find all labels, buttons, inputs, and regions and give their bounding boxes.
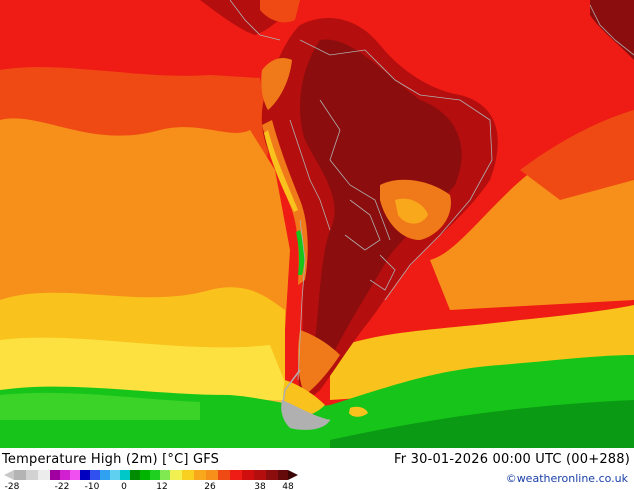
border-line-andes: [289, 119, 331, 231]
andes-north-orange: [261, 58, 292, 110]
scale-swatch-17: [182, 470, 194, 480]
credit-link[interactable]: ©weatheronline.co.uk: [505, 472, 628, 485]
scale-swatch-22: [242, 470, 254, 480]
patagonia-coast-border: [281, 369, 331, 429]
scale-swatch-10: [110, 470, 120, 480]
scale-swatch-11: [120, 470, 130, 480]
border-line-uruguay: [369, 254, 396, 291]
scale-tick-label: 0: [121, 482, 127, 490]
temperature-map: [0, 0, 634, 448]
scale-swatch-15: [160, 470, 170, 480]
ocean-orange-band: [0, 118, 290, 330]
scale-swatch-19: [206, 470, 218, 480]
scale-swatch-16: [170, 470, 182, 480]
border-line-central-america: [229, 0, 281, 41]
scale-swatch-12: [130, 470, 140, 480]
scale-swatch-5: [60, 470, 70, 480]
valid-time: Fr 30-01-2026 00:00 UTC (00+288): [394, 452, 630, 467]
scale-arrow-left: [4, 470, 14, 480]
scale-tick-label: 48: [282, 482, 294, 490]
scale-swatch-8: [90, 470, 100, 480]
scale-tick-label: 12: [156, 482, 167, 490]
border-line-north: [299, 39, 421, 96]
scale-tick-label: 38: [254, 482, 266, 490]
scale-swatch-21: [230, 470, 242, 480]
scale-swatch-1: [14, 470, 26, 480]
caribbean-orange-patch: [260, 0, 300, 23]
border-line-coast-east: [384, 94, 493, 301]
patagonia-orange: [297, 330, 340, 395]
scale-swatch-2: [26, 470, 38, 480]
africa-edge-land: [590, 0, 634, 60]
border-line-africa: [589, 4, 634, 56]
andes-yellow-strip: [264, 130, 298, 212]
scale-swatch-20: [218, 470, 230, 480]
border-line-brazil-west: [319, 99, 391, 241]
land-dark-core: [300, 39, 462, 371]
border-line-paraguay: [344, 199, 381, 251]
scale-swatch-24: [266, 470, 278, 480]
scale-swatch-4: [50, 470, 60, 480]
scale-tick-label: -10: [85, 482, 100, 490]
map-title: Temperature High (2m) [°C] GFS: [2, 452, 220, 467]
color-scale-legend: -28 -22 -10 0 12 26 38 48: [4, 470, 298, 490]
land-yellow-patch: [395, 198, 428, 224]
scale-swatch-18: [194, 470, 206, 480]
scale-swatch-25: [278, 470, 288, 480]
scale-swatch-23: [254, 470, 266, 480]
map-footer: Temperature High (2m) [°C] GFS Fr 30-01-…: [0, 448, 634, 490]
scale-swatch-6: [70, 470, 80, 480]
ocean-orange-red-east: [520, 110, 634, 200]
scale-swatch-9: [100, 470, 110, 480]
scale-swatch-7: [80, 470, 90, 480]
scale-arrow-right: [288, 470, 298, 480]
scale-swatch-13: [140, 470, 150, 480]
scale-swatch-3: [38, 470, 50, 480]
ocean-light-green-band: [0, 392, 200, 420]
scale-tick-label: -28: [5, 482, 20, 490]
country-borders: [229, 0, 634, 381]
falklands-yellow: [349, 406, 368, 417]
border-line-argentina-chile: [297, 219, 306, 381]
scale-tick-label: -22: [55, 482, 70, 490]
scale-tick-label: 26: [204, 482, 216, 490]
ocean-dark-green-band: [330, 400, 634, 448]
scale-swatch-14: [150, 470, 160, 480]
